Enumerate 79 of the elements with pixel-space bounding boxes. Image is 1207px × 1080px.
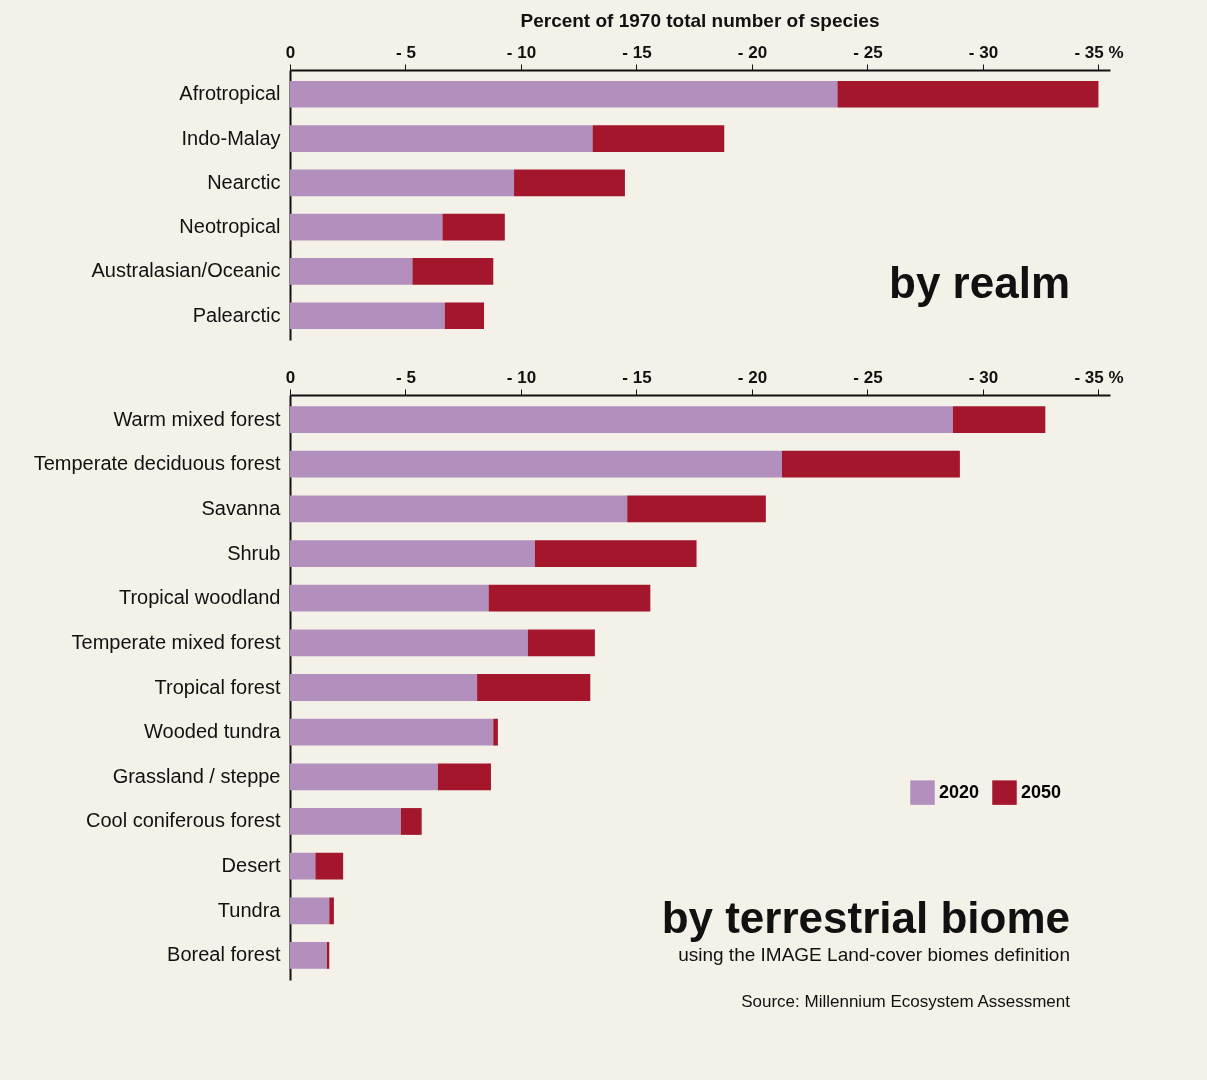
bar	[290, 406, 953, 433]
y-tick-label: Desert	[221, 854, 281, 877]
x-tick-label: - 35 %	[1074, 367, 1124, 387]
bar	[527, 629, 595, 657]
x-tick-label: - 25	[853, 367, 883, 387]
bar	[290, 450, 782, 478]
y-tick-label: Tundra	[217, 898, 282, 921]
bar	[837, 81, 1099, 108]
y-tick-label: Boreal forest	[167, 943, 281, 966]
y-tick-label: Cool coniferous forest	[85, 809, 281, 832]
bar	[329, 897, 334, 925]
bar	[514, 169, 625, 197]
bar	[493, 718, 498, 746]
y-tick-label: Temperate deciduous forest	[33, 452, 281, 475]
x-tick-label: - 15	[622, 42, 652, 62]
x-tick-label: - 25	[853, 42, 883, 62]
y-tick-label: Grassland / steppe	[112, 764, 281, 787]
y-tick-label: Savanna	[201, 496, 282, 519]
bar	[290, 584, 489, 612]
legend-label: 2050	[1021, 781, 1062, 802]
y-tick-label: Indo-Malay	[181, 126, 281, 149]
y-tick-label: Warm mixed forest	[113, 407, 281, 430]
bar	[290, 808, 401, 835]
bar	[290, 540, 535, 567]
x-tick-label: 0	[285, 367, 296, 387]
chart-title: Percent of 1970 total number of species	[520, 10, 880, 31]
bar	[290, 718, 494, 746]
bar	[488, 584, 651, 612]
bar	[444, 302, 485, 329]
bar	[290, 674, 478, 701]
x-tick-label: - 30	[968, 42, 999, 62]
y-tick-label: Temperate mixed forest	[71, 630, 281, 653]
x-tick-label: - 20	[737, 367, 768, 387]
y-tick-label: Palearctic	[192, 303, 281, 326]
bar	[290, 258, 413, 285]
y-tick-label: Afrotropical	[179, 82, 281, 105]
bar	[290, 213, 443, 241]
bar	[290, 169, 515, 197]
x-tick-label: - 5	[396, 42, 416, 62]
x-tick-label: - 15	[622, 367, 652, 387]
y-tick-label: Wooded tundra	[144, 720, 282, 743]
bar	[290, 852, 316, 880]
x-tick-label: - 35 %	[1074, 42, 1124, 62]
bar	[412, 258, 494, 285]
bar	[442, 213, 505, 241]
bar	[290, 81, 838, 108]
x-tick-label: - 5	[396, 367, 416, 387]
bar	[290, 629, 528, 657]
bar	[952, 406, 1046, 433]
x-tick-label: - 20	[737, 42, 768, 62]
x-tick-label: - 30	[968, 367, 999, 387]
bar	[290, 897, 330, 925]
bar	[534, 540, 697, 567]
x-tick-label: 0	[285, 42, 296, 62]
annotation: by realm	[889, 258, 1070, 307]
legend-label: 2020	[939, 781, 980, 802]
y-tick-label: Tropical forest	[154, 675, 281, 698]
y-tick-label: Tropical woodland	[118, 586, 281, 609]
bar	[290, 763, 438, 791]
bar	[290, 125, 593, 152]
bar	[782, 450, 960, 478]
bar	[592, 125, 725, 152]
bar	[290, 495, 628, 523]
bar	[290, 302, 445, 329]
y-tick-label: Neotropical	[179, 215, 281, 238]
source-note: Source: Millennium Ecosystem Assessment	[741, 992, 1071, 1011]
bar	[290, 942, 327, 969]
bar	[627, 495, 766, 523]
annotation: by terrestrial biome	[661, 893, 1070, 942]
bar	[400, 808, 422, 835]
bar	[477, 674, 591, 701]
annotation: using the IMAGE Land-cover biomes definition	[678, 944, 1070, 965]
bar	[315, 852, 344, 880]
y-tick-label: Nearctic	[207, 170, 281, 193]
x-tick-label: - 10	[506, 42, 537, 62]
y-tick-label: Shrub	[227, 541, 281, 564]
x-tick-label: - 10	[506, 367, 537, 387]
y-tick-label: Australasian/Oceanic	[91, 259, 281, 282]
bar	[437, 763, 491, 791]
